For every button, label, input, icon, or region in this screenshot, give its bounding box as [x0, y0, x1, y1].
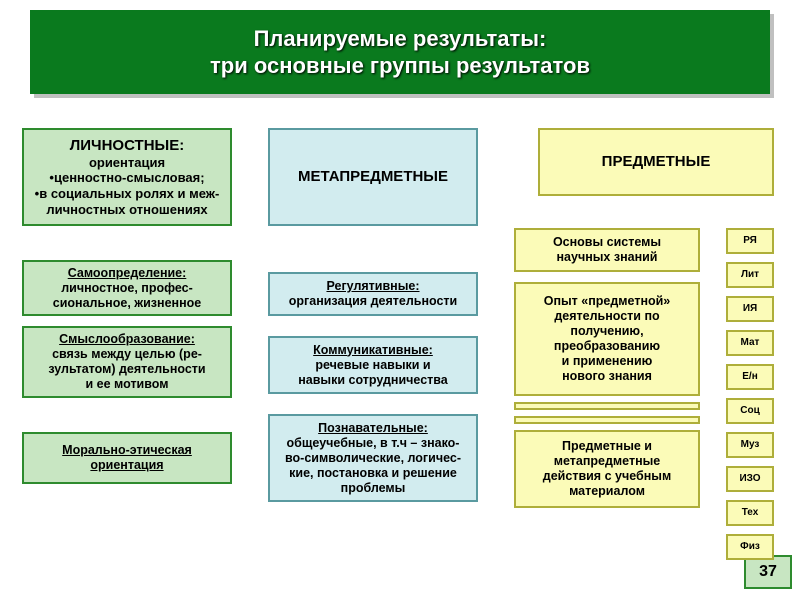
col2-b3-title: Познавательные: [318, 421, 428, 436]
title-banner: Планируемые результаты: три основные гру… [30, 10, 770, 94]
col1-b1-l0: личностное, профес- [61, 281, 193, 296]
col1-b2-title: Смыслообразование: [59, 332, 195, 347]
col3-b3-l2: действия с учебным [543, 469, 671, 484]
col1-box1: Самоопределение: личностное, профес- сио… [22, 260, 232, 316]
col2-box1: Регулятивные: организация деятельности [268, 272, 478, 316]
col3-b2-l4: и применению [562, 354, 653, 369]
col2-header: МЕТАПРЕДМЕТНЫЕ [268, 128, 478, 226]
col1-header-title: ЛИЧНОСТНЫЕ: [70, 137, 185, 155]
col3-b1-l0: Основы системы [553, 235, 661, 250]
col1-header-l0: ориентация [89, 155, 165, 171]
col2-b3-l3: проблемы [341, 481, 406, 496]
col1-b1-l1: сиональное, жизненное [53, 296, 201, 311]
col3-b3-l3: материалом [569, 484, 645, 499]
col2-box2: Коммуникативные: речевые навыки и навыки… [268, 336, 478, 394]
col2-header-text: МЕТАПРЕДМЕТНЫЕ [298, 168, 448, 186]
subject-Мат: Мат [726, 330, 774, 356]
col3-header: ПРЕДМЕТНЫЕ [538, 128, 774, 196]
col1-header-l1: •ценностно-смысловая; [49, 170, 204, 186]
col3-header-text: ПРЕДМЕТНЫЕ [602, 153, 711, 171]
title-line2: три основные группы результатов [210, 52, 590, 80]
col1-b1-title: Самоопределение: [68, 266, 187, 281]
page-number: 37 [744, 555, 792, 589]
col1-box2: Смыслообразование: связь между целью (ре… [22, 326, 232, 398]
col2-b1-l0: организация деятельности [289, 294, 457, 309]
col2-b1-title: Регулятивные: [326, 279, 419, 294]
col3-b1-l1: научных знаний [557, 250, 658, 265]
col2-b3-l0: общеучебные, в т.ч – знако- [287, 436, 460, 451]
col2-b3-l2: кие, постановка и решение [289, 466, 457, 481]
col3-b2-l3: преобразованию [554, 339, 660, 354]
subject-Тех: Тех [726, 500, 774, 526]
col2-b2-l1: навыки сотрудничества [298, 373, 448, 388]
col3-b3-l1: метапредметные [554, 454, 661, 469]
col1-box3: Морально-этическая ориентация [22, 432, 232, 484]
col3-b2-l5: нового знания [562, 369, 652, 384]
col2-b2-title: Коммуникативные: [313, 343, 433, 358]
col1-b2-l0: связь между целью (ре- [52, 347, 202, 362]
subject-Е/н: Е/н [726, 364, 774, 390]
subject-Физ: Физ [726, 534, 774, 560]
col3-divider1 [514, 402, 700, 410]
col1-header-l2: •в социальных ролях и меж- [35, 186, 220, 202]
col3-box3: Предметные и метапредметные действия с у… [514, 430, 700, 508]
col3-b2-l1: деятельности по [554, 309, 659, 324]
col3-box1: Основы системы научных знаний [514, 228, 700, 272]
col3-box2: Опыт «предметной» деятельности по получе… [514, 282, 700, 396]
col3-b2-l2: получению, [570, 324, 643, 339]
col2-box3: Познавательные: общеучебные, в т.ч – зна… [268, 414, 478, 502]
col2-b2-l0: речевые навыки и [315, 358, 430, 373]
col1-b2-l2: и ее мотивом [86, 377, 169, 392]
subject-ИЯ: ИЯ [726, 296, 774, 322]
subject-РЯ: РЯ [726, 228, 774, 254]
col1-header-l3: личностных отношениях [46, 202, 207, 218]
subject-Соц: Соц [726, 398, 774, 424]
col1-b2-l1: зультатом) деятельности [48, 362, 205, 377]
col1-header: ЛИЧНОСТНЫЕ: ориентация •ценностно-смысло… [22, 128, 232, 226]
col1-b3-title2: ориентация [90, 458, 163, 473]
subject-Муз: Муз [726, 432, 774, 458]
subject-ИЗО: ИЗО [726, 466, 774, 492]
col3-b2-l0: Опыт «предметной» [544, 294, 671, 309]
subject-Лит: Лит [726, 262, 774, 288]
col1-b3-title: Морально-этическая [62, 443, 192, 458]
title-line1: Планируемые результаты: [254, 25, 547, 53]
col3-divider2 [514, 416, 700, 424]
page-number-text: 37 [759, 562, 777, 581]
col3-b3-l0: Предметные и [562, 439, 652, 454]
col2-b3-l1: во-символические, логичес- [285, 451, 461, 466]
